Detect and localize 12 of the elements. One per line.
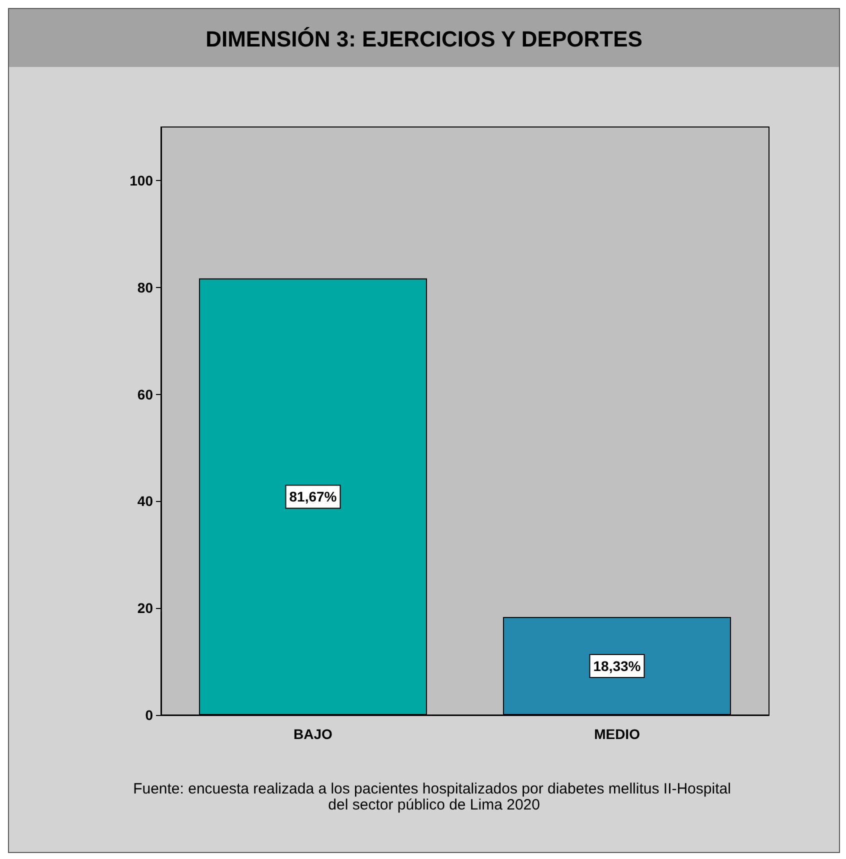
- y-tick-label: 80: [137, 279, 154, 296]
- y-tick-label: 100: [130, 172, 154, 188]
- x-tick-label: MEDIO: [594, 726, 640, 742]
- chart-title: DIMENSIÓN 3: EJERCICIOS Y DEPORTES: [206, 26, 642, 52]
- y-tick-label: 20: [137, 600, 154, 616]
- y-tick-label: 40: [137, 493, 154, 510]
- data-label: 81,67%: [289, 488, 338, 505]
- data-label: 18,33%: [593, 658, 642, 674]
- y-tick-label: 0: [145, 707, 154, 723]
- source-note: Fuente: encuesta realizada a los pacientes hospitalizados por diabetes mellitus II-Hospital del sector público de Lima 2020: [133, 780, 731, 814]
- x-tick-label: BAJO: [294, 726, 333, 742]
- y-tick-label: 60: [137, 386, 154, 402]
